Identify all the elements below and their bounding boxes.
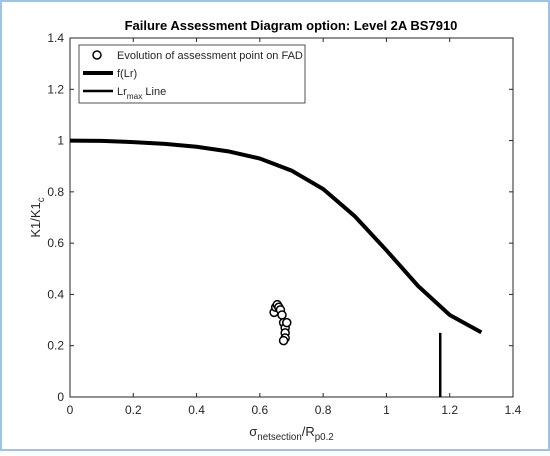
label-part: /R bbox=[302, 424, 315, 439]
legend-label: Lrmax Line bbox=[117, 86, 166, 101]
label-part: K1/K1 bbox=[28, 202, 43, 237]
y-tick-label: 0.2 bbox=[47, 339, 64, 353]
x-tick-label: 1.4 bbox=[505, 403, 522, 417]
point bbox=[278, 335, 289, 346]
x-tick-label: 0.8 bbox=[315, 403, 332, 417]
y-tick-label: 0.4 bbox=[47, 287, 64, 301]
legend-label: f(Lr) bbox=[117, 68, 137, 80]
subscript: netsection bbox=[257, 432, 301, 443]
label-part: Evolution of assessment point on FAD bbox=[117, 50, 303, 62]
x-axis-label: σnetsection/Rp0.2 bbox=[249, 424, 333, 443]
x-tick-label: 1 bbox=[383, 403, 390, 417]
label-part: f(Lr) bbox=[117, 68, 137, 80]
subscript: max bbox=[127, 92, 143, 101]
label-part: Lr bbox=[117, 86, 127, 98]
y-tick-label: 1 bbox=[57, 134, 64, 148]
x-tick-label: 0.4 bbox=[188, 403, 205, 417]
legend-marker bbox=[92, 50, 102, 60]
x-tick-label: 0.2 bbox=[125, 403, 142, 417]
y-tick-label: 1.4 bbox=[47, 31, 64, 45]
point bbox=[282, 317, 292, 328]
subscript: p0.2 bbox=[315, 432, 334, 443]
line bbox=[69, 138, 483, 335]
x-tick-label: 0 bbox=[67, 403, 74, 417]
subscript: c bbox=[36, 197, 47, 202]
point bbox=[277, 310, 287, 320]
y-tick-label: 0.6 bbox=[47, 236, 64, 250]
x-tick-label: 1.2 bbox=[441, 403, 458, 417]
label-part: Line bbox=[142, 86, 166, 98]
legend-box bbox=[78, 44, 306, 104]
y-tick-label: 1.2 bbox=[47, 82, 64, 96]
label-part: σ bbox=[249, 424, 257, 439]
y-tick-label: 0 bbox=[57, 390, 64, 404]
legend-label: Evolution of assessment point on FAD bbox=[117, 50, 303, 62]
x-tick-label: 0.6 bbox=[252, 403, 269, 417]
chart-title: Failure Assessment Diagram option: Level… bbox=[125, 18, 458, 33]
y-axis-label: K1/K1c bbox=[28, 197, 47, 237]
y-tick-label: 0.8 bbox=[47, 185, 64, 199]
